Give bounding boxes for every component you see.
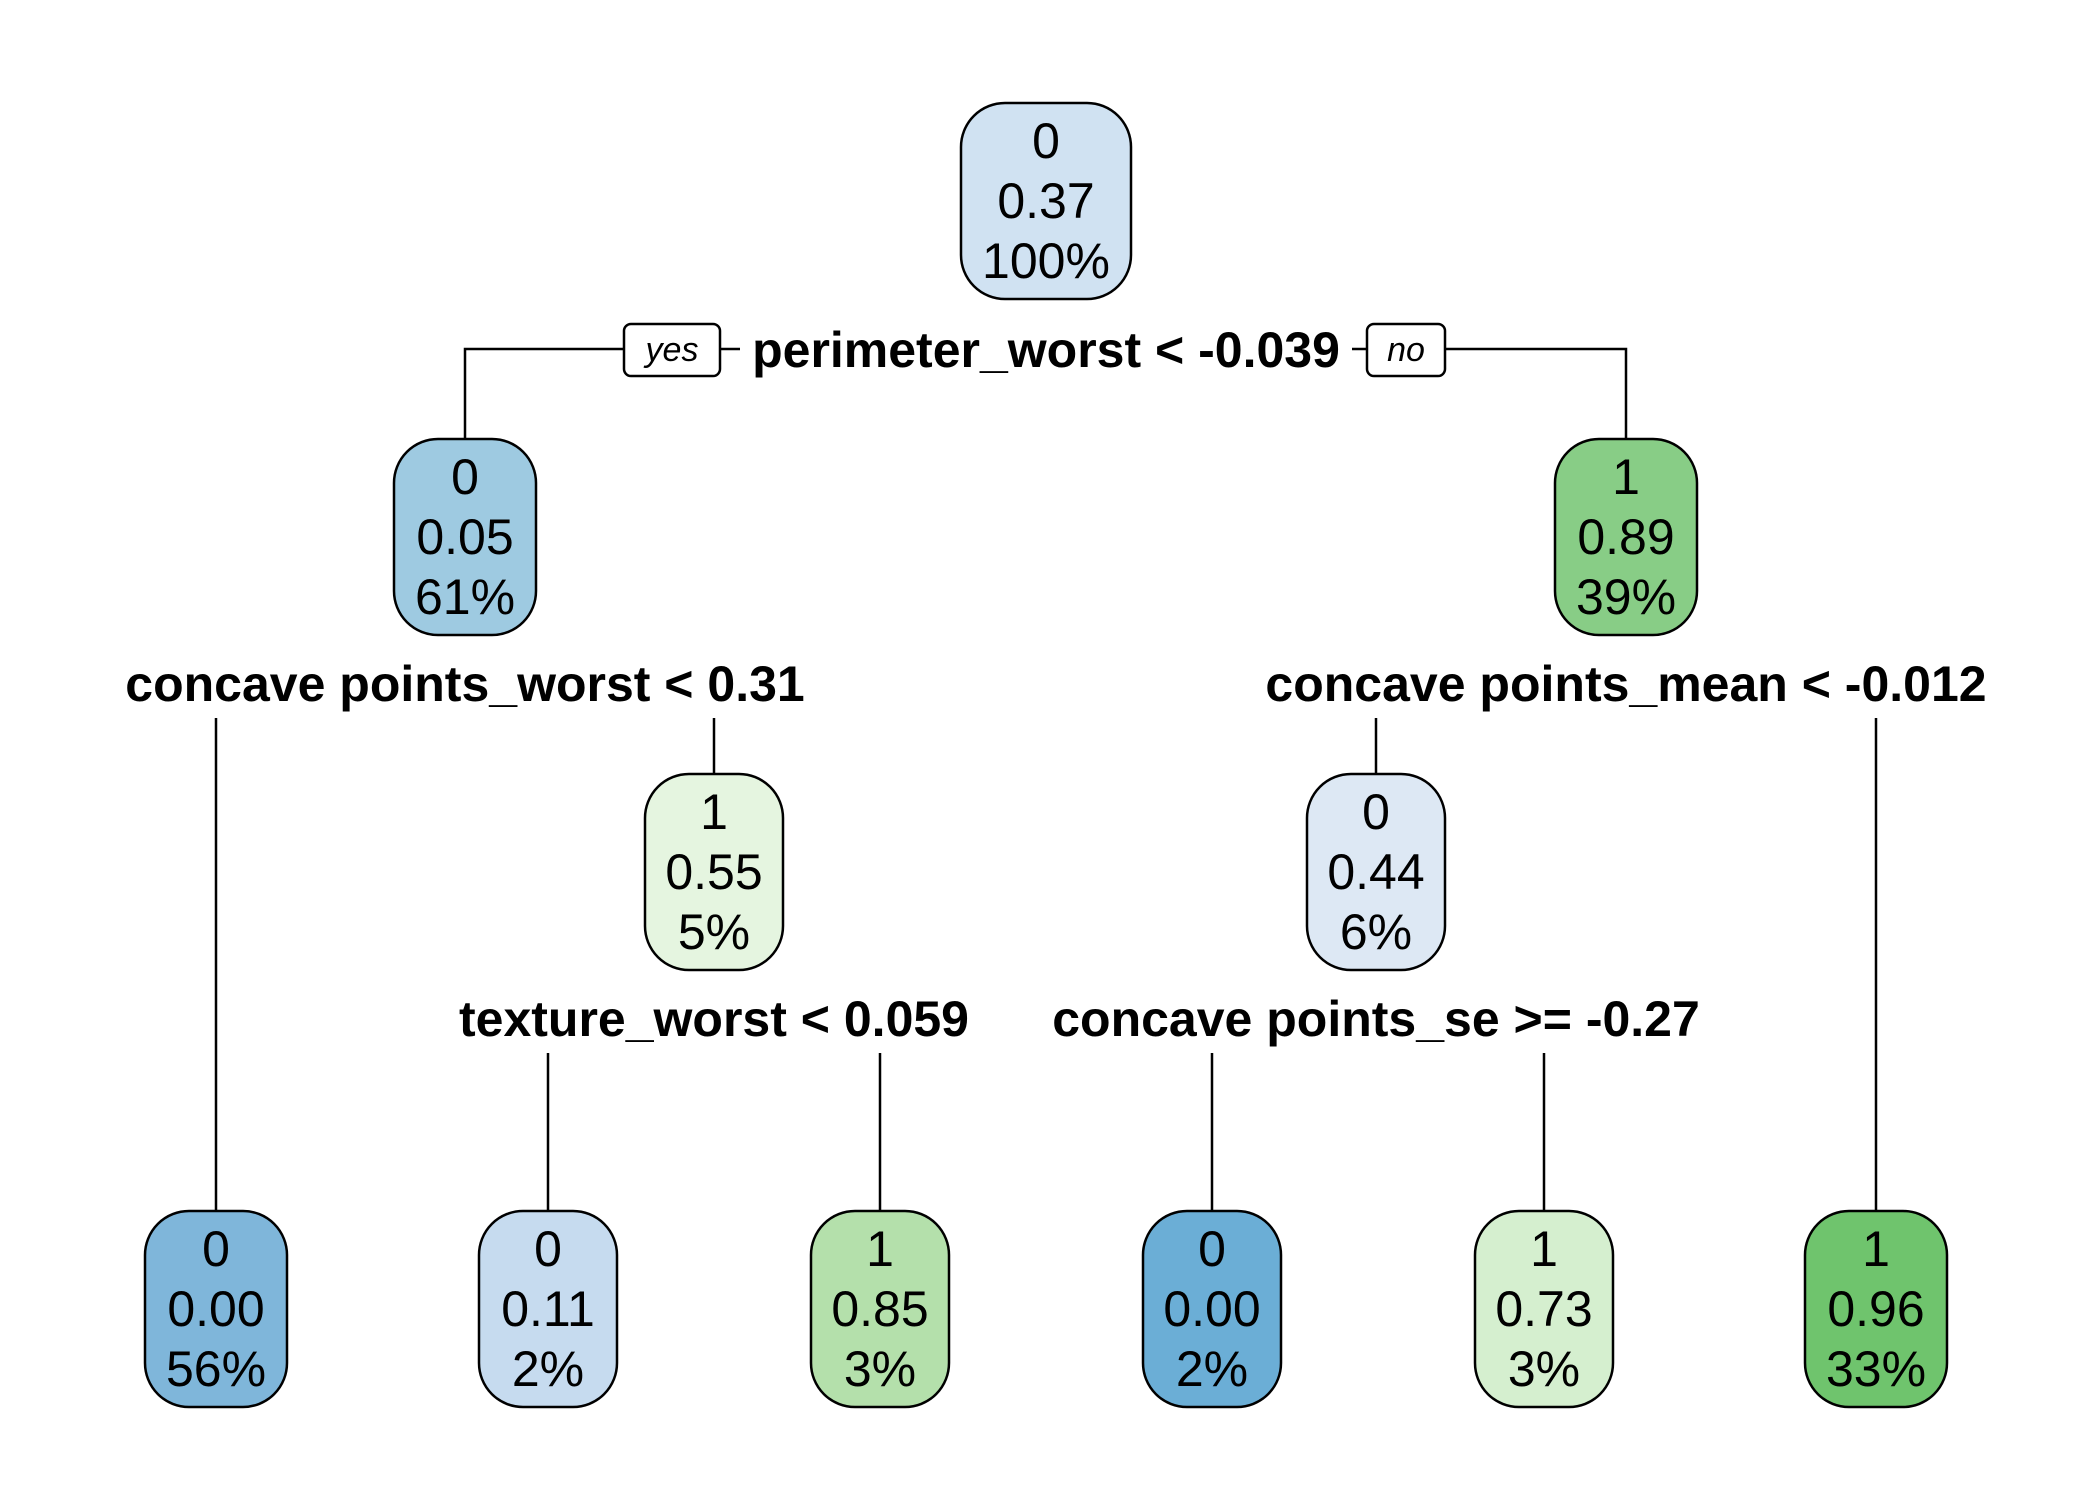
node-probability: 0.44 [1327, 844, 1424, 900]
tree-node: 00.446% [1305, 772, 1447, 972]
split-label: concave points_se >= -0.27 [1052, 991, 1700, 1047]
node-probability: 0.73 [1495, 1281, 1592, 1337]
node-class: 1 [866, 1221, 894, 1277]
node-class: 0 [202, 1221, 230, 1277]
node-probability: 0.55 [665, 844, 762, 900]
branch-label-no-text: no [1387, 331, 1425, 369]
node-percent: 6% [1340, 904, 1412, 960]
node-class: 0 [534, 1221, 562, 1277]
node-percent: 56% [166, 1341, 266, 1397]
node-probability: 0.96 [1827, 1281, 1924, 1337]
tree-node: 10.853% [809, 1209, 951, 1409]
node-class: 0 [1362, 784, 1390, 840]
node-box [809, 1209, 951, 1409]
node-class: 0 [451, 449, 479, 505]
tree-node: 10.733% [1473, 1209, 1615, 1409]
node-percent: 5% [678, 904, 750, 960]
node-percent: 3% [1508, 1341, 1580, 1397]
node-box [1141, 1209, 1283, 1409]
node-percent: 33% [1826, 1341, 1926, 1397]
node-box [959, 101, 1133, 301]
node-class: 1 [700, 784, 728, 840]
node-box [143, 1209, 289, 1409]
node-percent: 100% [982, 233, 1110, 289]
node-probability: 0.11 [501, 1281, 595, 1337]
node-box [1305, 772, 1447, 972]
tree-node: 10.555% [643, 772, 785, 972]
node-probability: 0.00 [1163, 1281, 1260, 1337]
node-box [1473, 1209, 1615, 1409]
node-box [1803, 1209, 1949, 1409]
node-class: 1 [1612, 449, 1640, 505]
node-percent: 61% [415, 569, 515, 625]
node-class: 1 [1862, 1221, 1890, 1277]
node-percent: 2% [1176, 1341, 1248, 1397]
node-probability: 0.00 [167, 1281, 264, 1337]
split-label: texture_worst < 0.059 [459, 991, 969, 1047]
node-probability: 0.85 [831, 1281, 928, 1337]
node-box [477, 1209, 619, 1409]
node-box [1553, 437, 1699, 637]
node-percent: 39% [1576, 569, 1676, 625]
tree-node: 00.112% [477, 1209, 619, 1409]
node-probability: 0.05 [416, 509, 513, 565]
node-box [643, 772, 785, 972]
node-percent: 3% [844, 1341, 916, 1397]
node-class: 0 [1032, 113, 1060, 169]
tree-node: 00.002% [1141, 1209, 1283, 1409]
node-probability: 0.37 [997, 173, 1094, 229]
node-probability: 0.89 [1577, 509, 1674, 565]
branch-label-yes-text: yes [644, 331, 699, 369]
split-label: perimeter_worst < -0.039 [752, 322, 1340, 378]
branch-label-yes: yes [622, 322, 722, 378]
branch-label-no: no [1365, 322, 1447, 378]
node-class: 0 [1198, 1221, 1226, 1277]
node-percent: 2% [512, 1341, 584, 1397]
split-label: concave points_mean < -0.012 [1265, 656, 1986, 712]
node-box [392, 437, 538, 637]
split-label: concave points_worst < 0.31 [125, 656, 804, 712]
node-class: 1 [1530, 1221, 1558, 1277]
